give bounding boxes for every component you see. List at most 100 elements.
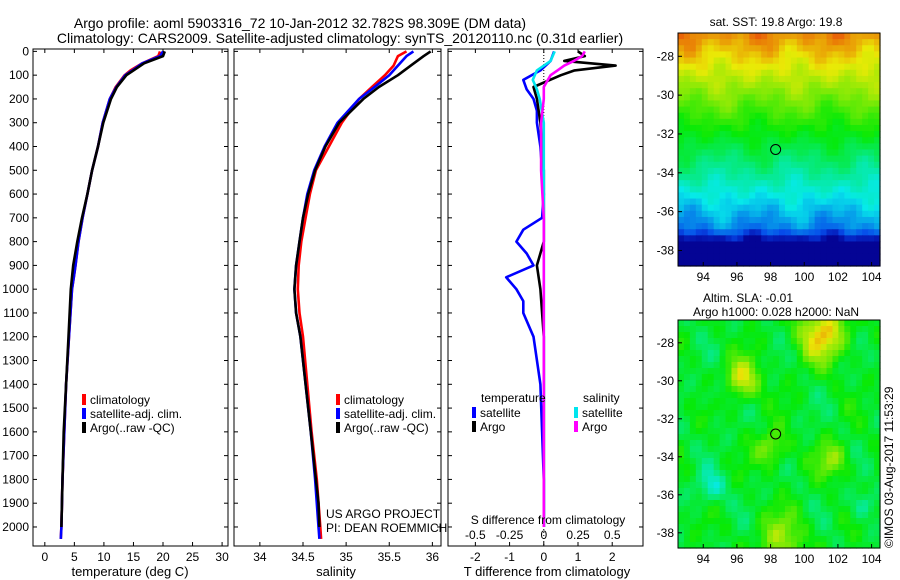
map-cell [713,210,721,218]
map-cell [838,518,845,525]
map-cell [689,253,697,261]
map-cell [731,368,739,375]
map-cell [832,75,840,83]
map-cell [790,63,798,71]
map-cell [725,118,733,126]
map-cell [773,344,780,351]
map-cell [761,422,768,429]
map-cell [808,137,816,144]
map-cell [767,161,774,169]
map-cell [731,161,739,169]
map-cell [856,69,863,77]
map-cell [707,488,715,495]
map-cell [725,112,733,120]
map-cell [784,428,792,435]
difference-axes: -2 -1 0 1 2-0.5 -0.25 0 0.25 0.5 [448,49,643,564]
map-cell [755,259,762,267]
map-cell [784,530,792,537]
map-cell [767,470,774,477]
series-line-temperature-satellite [504,50,556,527]
map-cell [796,33,804,40]
map-cell [737,63,744,71]
map-cell [755,320,762,327]
map-cell [784,241,792,249]
map-cell [731,422,739,429]
map-cell [749,392,756,399]
map-cell [707,63,715,71]
map-cell [779,124,786,132]
map-cell [838,380,845,387]
map-cell [695,386,703,393]
map-cell [814,422,822,429]
map-cell [784,100,792,108]
map-cell [838,350,845,357]
legend-label-temp-satellite: satellite [480,406,521,420]
map-cell [683,198,691,206]
map-cell [761,512,768,519]
map-cell [802,210,810,218]
map-cell [773,155,780,163]
map-cell [707,259,715,267]
map-cell [731,229,739,236]
map-cell [767,332,774,339]
map-cell [737,506,744,513]
map-cell [790,75,798,83]
map-cell [719,235,727,243]
map-cell [862,137,869,144]
temperature-xlabel: temperature (deg C) [71,564,188,579]
map-cell [862,161,869,169]
map-cell [678,524,685,531]
map-cell [725,392,733,399]
map-cell [725,106,733,114]
map-cell [868,124,875,132]
map-cell [701,204,709,212]
map-cell [773,518,780,525]
map-cell [755,63,762,71]
map-cell [868,452,875,459]
map-cell [790,488,798,495]
map-cell [862,494,869,501]
map-cell [844,198,851,206]
map-cell [796,186,804,194]
map-cell [737,356,744,363]
map-cell [790,192,798,200]
map-cell [689,440,697,447]
map-cell [850,180,857,187]
map-cell [820,180,828,187]
map-cell [731,241,739,249]
map-cell [678,106,685,114]
map-cell [713,524,721,531]
map-cell [731,39,739,46]
map-cell [808,155,816,163]
map-cell [862,404,869,411]
map-cell [749,434,756,441]
map-cell [856,118,863,126]
map-cell [713,88,721,95]
map-cell [868,488,875,495]
map-cell [856,494,863,501]
map-cell [802,398,810,405]
map-cell [796,506,804,513]
map-cell [707,446,715,453]
map-cell [725,33,733,40]
map-cell [862,247,869,255]
map-cell [737,392,744,399]
map-cell [701,186,709,194]
map-cell [844,404,851,411]
map-cell [678,332,685,339]
map-cell [802,39,810,46]
map-cell [784,88,792,95]
map-cell [826,446,834,453]
map-cell [868,482,875,489]
map-cell [874,210,881,218]
map-cell [802,506,810,513]
map-cell [683,470,691,477]
map-cell [844,33,851,40]
map-cell [820,149,828,157]
map-cell [784,536,792,543]
map-cell [868,204,875,212]
map-cell [678,398,685,405]
map-cell [678,161,685,169]
map-cell [796,63,804,71]
map-cell [678,344,685,351]
